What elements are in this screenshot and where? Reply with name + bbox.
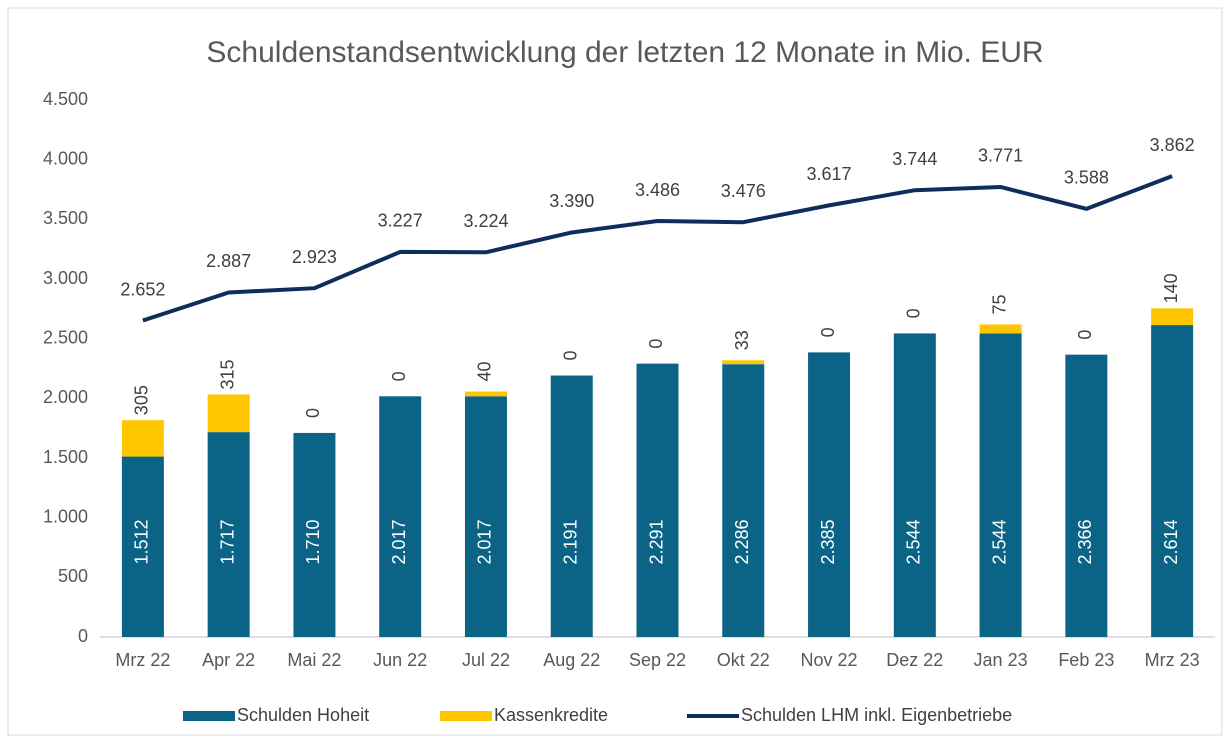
bar: [1151, 308, 1194, 326]
bar-label: 305: [132, 385, 152, 415]
x-tick-label: Mai 22: [287, 650, 341, 670]
x-tick-label: Mrz 22: [115, 650, 170, 670]
bar: [722, 360, 765, 365]
bar: [379, 396, 422, 637]
bar-label: 2.286: [732, 519, 752, 564]
x-tick-label: Mrz 23: [1145, 650, 1200, 670]
line-label: 3.588: [1064, 168, 1109, 188]
chart-border: [7, 7, 1223, 736]
bar-label: 0: [303, 408, 323, 418]
x-tick-label: Jul 22: [462, 650, 510, 670]
bar: [808, 352, 851, 637]
bar: [722, 364, 765, 637]
bar-label: 140: [1161, 273, 1181, 303]
bar: [550, 375, 593, 637]
bar: [121, 420, 164, 457]
x-tick-label: Nov 22: [801, 650, 858, 670]
x-tick-label: Feb 23: [1058, 650, 1114, 670]
bar: [464, 391, 507, 397]
bar: [893, 333, 936, 637]
bar-label: 2.291: [646, 519, 666, 564]
y-tick-label: 4.500: [43, 89, 88, 109]
bar-label: 33: [732, 330, 752, 350]
legend-swatch: [440, 711, 492, 721]
bar-label: 0: [560, 351, 580, 361]
x-tick-label: Dez 22: [886, 650, 943, 670]
bar: [636, 363, 679, 637]
bar-label: 315: [217, 359, 237, 389]
bar-label: 2.614: [1161, 519, 1181, 564]
bar-label: 2.544: [989, 519, 1009, 564]
x-tick-label: Apr 22: [202, 650, 255, 670]
bar-label: 2.544: [904, 519, 924, 564]
x-tick-label: Jan 23: [974, 650, 1028, 670]
y-tick-label: 3.500: [43, 208, 88, 228]
legend-label: Schulden LHM inkl. Eigenbetriebe: [741, 705, 1012, 725]
bar-label: 2.017: [475, 519, 495, 564]
bar-label: 0: [904, 308, 924, 318]
y-tick-label: 1.000: [43, 506, 88, 526]
legend-label: Schulden Hoheit: [237, 705, 369, 725]
bar: [121, 456, 164, 637]
bar: [979, 324, 1022, 334]
bar-label: 2.366: [1075, 519, 1095, 564]
line-label: 3.744: [892, 149, 937, 169]
y-tick-label: 2.000: [43, 387, 88, 407]
bar-label: 75: [989, 294, 1009, 314]
line-label: 3.227: [378, 211, 423, 231]
x-tick-label: Okt 22: [717, 650, 770, 670]
y-tick-label: 0: [78, 626, 88, 646]
bar-label: 1.717: [217, 519, 237, 564]
bar-label: 0: [389, 371, 409, 381]
legend-label: Kassenkredite: [494, 705, 608, 725]
y-tick-label: 4.000: [43, 148, 88, 168]
bar: [979, 333, 1022, 637]
bar-label: 2.017: [389, 519, 409, 564]
line-label: 3.476: [721, 181, 766, 201]
line-label: 2.652: [120, 279, 165, 299]
line-label: 3.862: [1150, 135, 1195, 155]
y-tick-label: 3.000: [43, 268, 88, 288]
y-tick-label: 1.500: [43, 447, 88, 467]
line-label: 3.617: [807, 164, 852, 184]
line-label: 3.486: [635, 180, 680, 200]
bar-label: 1.710: [303, 519, 323, 564]
chart-title: Schuldenstandsentwicklung der letzten 12…: [206, 36, 1043, 69]
bar-label: 2.191: [560, 519, 580, 564]
bar-label: 2.385: [818, 519, 838, 564]
line-label: 3.771: [978, 146, 1023, 166]
legend-swatch: [183, 711, 235, 721]
bar-label: 40: [475, 362, 495, 382]
line-label: 2.923: [292, 247, 337, 267]
bar-label: 0: [818, 327, 838, 337]
bar: [1151, 325, 1194, 637]
line: [142, 174, 1173, 323]
line-label: 2.887: [206, 251, 251, 271]
y-tick-label: 500: [58, 566, 88, 586]
x-tick-label: Sep 22: [629, 650, 686, 670]
line-label: 3.390: [549, 191, 594, 211]
line-label: 3.224: [463, 211, 508, 231]
y-tick-label: 2.500: [43, 327, 88, 347]
bar: [207, 394, 250, 433]
bar: [207, 432, 250, 637]
bar: [293, 432, 336, 637]
bar-label: 1.512: [132, 519, 152, 564]
x-tick-label: Aug 22: [543, 650, 600, 670]
bar-label: 0: [646, 339, 666, 349]
x-tick-label: Jun 22: [373, 650, 427, 670]
bar: [1065, 354, 1108, 637]
bar-label: 0: [1075, 330, 1095, 340]
bar: [464, 396, 507, 637]
